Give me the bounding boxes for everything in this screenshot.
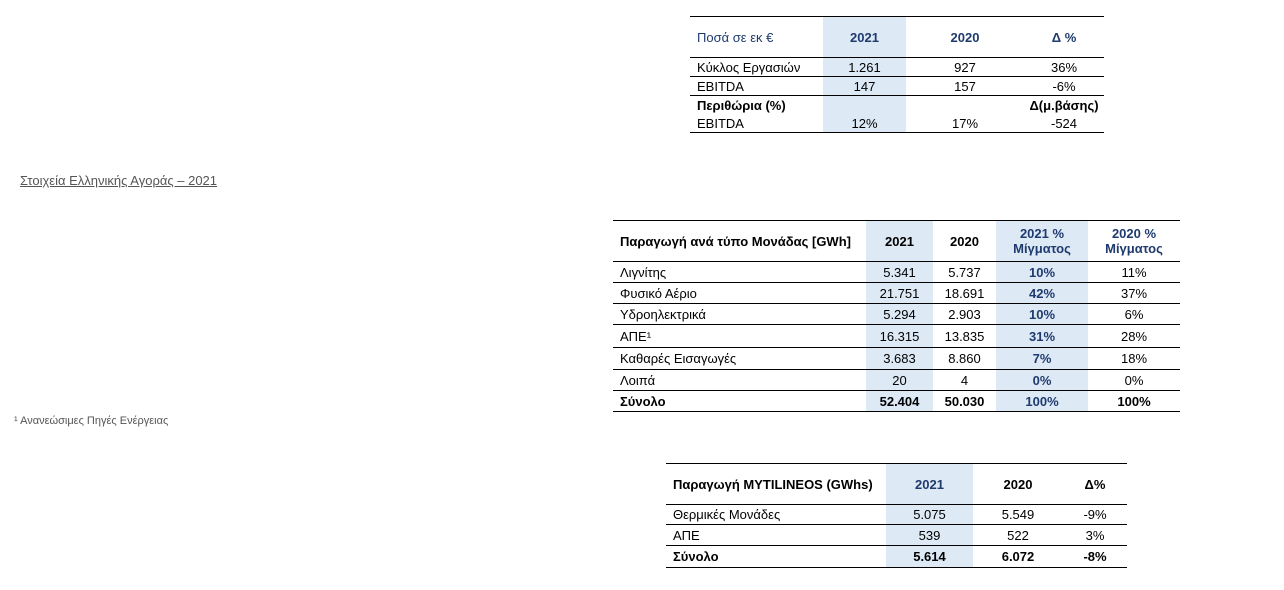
table-cell: 52.404 [866,391,933,412]
table-cell: 28% [1088,325,1180,348]
table-cell: 0% [996,370,1088,391]
header-cell: Δ% [1063,463,1127,505]
table-cell: Φυσικό Αέριο [613,283,866,304]
table-cell: 1.261 [823,58,906,77]
table-cell: 0% [1088,370,1180,391]
table-cell: 37% [1088,283,1180,304]
footnote: ¹ Ανανεώσιμες Πηγές Ενέργειας [14,415,169,427]
header-cell: Δ % [1024,16,1104,58]
table-cell: -6% [1024,77,1104,96]
table-cell: 7% [996,348,1088,370]
table-cell: Λιγνίτης [613,262,866,283]
table-cell: 6% [1088,304,1180,325]
table-cell: Θερμικές Μονάδες [666,505,886,525]
table-cell: -9% [1063,505,1127,525]
header-cell: 2020 [906,16,1024,58]
header-cell: 2020 [933,220,996,262]
header-cell: Παραγωγή MYTILINEOS (GWhs) [666,463,886,505]
table-cell: 5.737 [933,262,996,283]
table-cell: 539 [886,525,973,546]
table-cell: 5.549 [973,505,1063,525]
table-cell: 18.691 [933,283,996,304]
table-cell: 31% [996,325,1088,348]
table-cell [906,96,1024,115]
table-cell: Λοιπά [613,370,866,391]
table-cell: Σύνολο [666,546,886,568]
table-cell: 522 [973,525,1063,546]
table-cell: 5.075 [886,505,973,525]
header-cell: Παραγωγή ανά τύπο Μονάδας [GWh] [613,220,866,262]
table-cell: 927 [906,58,1024,77]
table-cell: 2.903 [933,304,996,325]
table-cell: 20 [866,370,933,391]
table-cell: 36% [1024,58,1104,77]
header-cell: 2021 % Μίγματος [996,220,1088,262]
table-cell: 12% [823,115,906,133]
table-cell [823,96,906,115]
table-cell: -8% [1063,546,1127,568]
table-cell: 157 [906,77,1024,96]
table-cell: 5.341 [866,262,933,283]
table-cell: 3% [1063,525,1127,546]
header-cell: 2021 [886,463,973,505]
header-cell: 2021 [866,220,933,262]
table-cell: Υδροηλεκτρικά [613,304,866,325]
table-cell: 3.683 [866,348,933,370]
table-cell: 5.614 [886,546,973,568]
table-cell: ΑΠΕ [666,525,886,546]
table-cell: 5.294 [866,304,933,325]
table-cell: 21.751 [866,283,933,304]
table-cell: 8.860 [933,348,996,370]
table-cell: 10% [996,262,1088,283]
table-cell: 100% [996,391,1088,412]
header-cell: 2021 [823,16,906,58]
table-cell: 50.030 [933,391,996,412]
table-cell: Δ(μ.βάσης) [1029,98,1099,113]
table-cell: 11% [1088,262,1180,283]
table-cell: EBITDA [690,115,823,133]
table-cell: 17% [906,115,1024,133]
table-cell: Περιθώρια (%) [697,98,786,113]
table-cell: Καθαρές Εισαγωγές [613,348,866,370]
table-cell: 13.835 [933,325,996,348]
table-cell: Σύνολο [613,391,866,412]
table-cell: Κύκλος Εργασιών [690,58,823,77]
table-cell: 4 [933,370,996,391]
table-cell: 100% [1088,391,1180,412]
header-cell: 2020 % Μίγματος [1088,220,1180,262]
header-cell: Ποσά σε εκ € [690,16,823,58]
table-cell: -524 [1024,115,1104,133]
header-cell: 2020 [973,463,1063,505]
table-cell: 10% [996,304,1088,325]
table-cell: ΑΠΕ¹ [613,325,866,348]
table-cell: 42% [996,283,1088,304]
table-cell: 16.315 [866,325,933,348]
table-cell: EBITDA [690,77,823,96]
table-cell: 147 [823,77,906,96]
table-cell: 6.072 [973,546,1063,568]
table-cell: 18% [1088,348,1180,370]
section-heading: Στοιχεία Ελληνικής Αγοράς – 2021 [20,173,218,188]
